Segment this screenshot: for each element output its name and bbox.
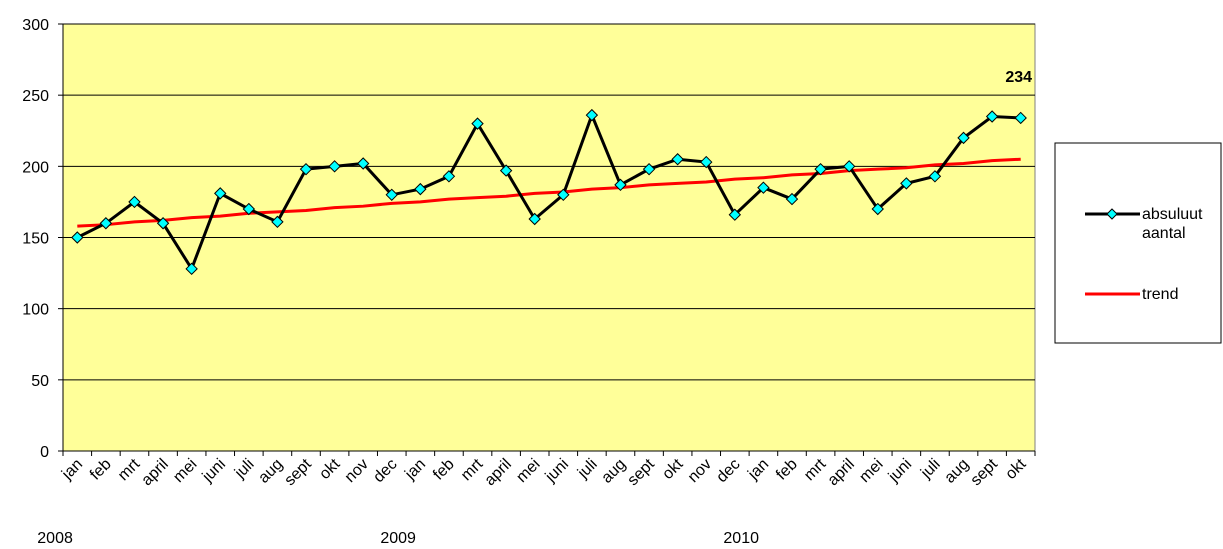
marker <box>900 177 913 190</box>
marker <box>985 110 999 123</box>
x-tick-label: sept <box>624 455 658 489</box>
marker <box>757 181 770 194</box>
x-tick-label: dec <box>370 456 400 486</box>
marker <box>156 217 170 230</box>
marker <box>271 215 284 229</box>
x-tick-label: mei <box>170 456 200 486</box>
year-label: 2008 <box>37 530 73 547</box>
series-line <box>76 110 1021 273</box>
marker <box>871 202 884 216</box>
x-tick-label: feb <box>87 456 115 484</box>
marker <box>71 231 84 244</box>
legend-label[interactable]: trend <box>1142 286 1178 303</box>
y-tick-label: 300 <box>22 17 49 34</box>
x-tick-label: juli <box>917 456 944 483</box>
x-tick-label: aug <box>598 456 629 487</box>
y-tick-label: 50 <box>31 373 49 390</box>
marker <box>671 153 684 166</box>
x-tick-label: jan <box>401 456 429 484</box>
marker <box>928 170 942 183</box>
x-tick-label: juli <box>574 456 601 483</box>
x-tick-label: jan <box>58 456 86 484</box>
x-tick-label: juni <box>885 456 915 486</box>
x-tick-label: april <box>482 456 515 489</box>
x-tick-label: mei <box>856 456 886 486</box>
marker <box>642 162 656 176</box>
marker <box>414 182 427 196</box>
marker <box>185 262 198 276</box>
y-tick-label: 200 <box>22 159 49 176</box>
y-tick-label: 100 <box>22 302 49 319</box>
y-tick-label: 0 <box>40 444 49 461</box>
year-label: 2010 <box>723 530 759 547</box>
x-tick-label: juni <box>199 456 229 486</box>
x-tick-label: juni <box>542 456 572 486</box>
marker <box>299 162 313 176</box>
marker <box>728 208 742 221</box>
marker <box>442 170 456 183</box>
data-label: 234 <box>1005 69 1032 86</box>
marker <box>814 162 827 176</box>
series-line <box>77 157 1021 228</box>
year-label: 2009 <box>380 530 416 547</box>
x-tick-label: mrt <box>115 455 144 484</box>
x-tick-label: aug <box>941 456 972 487</box>
marker <box>356 157 370 170</box>
x-tick-label: mei <box>513 456 543 486</box>
marker <box>385 188 398 202</box>
marker <box>214 187 227 200</box>
x-tick-label: okt <box>316 455 344 483</box>
x-tick-label: dec <box>713 456 743 486</box>
y-tick-label: 150 <box>22 231 49 248</box>
x-tick-label: sept <box>968 455 1002 489</box>
x-tick-label: okt <box>659 455 687 483</box>
marker <box>557 188 570 202</box>
x-tick-label: jan <box>744 456 772 484</box>
x-tick-label: april <box>138 456 171 489</box>
legend-label[interactable]: absuluut aantal <box>1142 206 1203 242</box>
marker <box>99 217 113 230</box>
x-tick-label: okt <box>1002 455 1030 483</box>
marker <box>499 164 513 177</box>
x-tick-label: aug <box>255 456 286 487</box>
marker <box>700 155 713 169</box>
x-tick-label: juli <box>231 456 258 483</box>
x-tick-label: feb <box>773 456 801 484</box>
marker <box>585 108 599 122</box>
x-tick-label: april <box>825 456 858 489</box>
marker <box>128 195 141 209</box>
marker <box>528 212 541 226</box>
x-tick-label: nov <box>342 456 372 486</box>
x-tick-label: feb <box>430 456 458 484</box>
y-tick-label: 250 <box>22 88 49 105</box>
marker <box>785 192 799 206</box>
x-tick-label: mrt <box>458 455 487 484</box>
marker <box>242 202 256 216</box>
marker <box>1014 111 1027 125</box>
x-tick-label: nov <box>685 456 715 486</box>
x-tick-label: sept <box>281 455 315 489</box>
marker <box>842 160 856 173</box>
legend-box <box>1054 142 1222 344</box>
marker <box>957 131 970 145</box>
x-tick-label: mrt <box>801 455 830 484</box>
legend-marker <box>1106 208 1118 220</box>
marker <box>614 178 627 192</box>
marker <box>328 160 341 173</box>
marker <box>471 117 484 130</box>
